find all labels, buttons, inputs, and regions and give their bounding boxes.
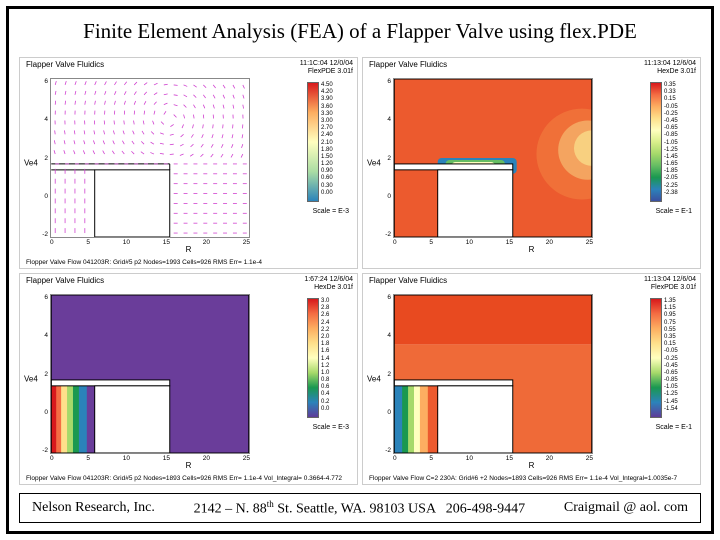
plot-meta-ver: HexDe 3.01f [657, 68, 696, 75]
plot-area [393, 294, 593, 454]
colorbar-labels: 0.350.330.15-0.05-0.25-0.45-0.65-0.85-1.… [664, 82, 696, 197]
plot-meta-date: 11:1C:04 12/0/04 [300, 60, 353, 67]
colorbar [650, 82, 662, 202]
plot-meta: 11:13:04 12/6/04 FlexPDE 3.01f [644, 276, 696, 291]
outer-frame: Finite Element Analysis (FEA) of a Flapp… [6, 6, 714, 534]
plot-caption: Flopper Valve Flow 041203R: Grid#5 p2 No… [26, 259, 353, 266]
plot-top-left: Flapper Valve Fluidics 11:1C:04 12/0/04 … [19, 57, 358, 269]
colorbar-labels: 1.351.150.950.750.550.350.15-0.05-0.25-0… [664, 298, 696, 413]
plot-subtitle: Flapper Valve Fluidics [369, 60, 447, 69]
x-axis-label: R [529, 461, 535, 470]
y-ticks: -20246 [30, 294, 48, 454]
plot-meta-ver: HexDe 3.01f [314, 284, 353, 291]
x-axis-label: R [186, 245, 192, 254]
plot-bottom-right: Flapper Valve Fluidics 11:13:04 12/6/04 … [362, 273, 701, 485]
x-ticks: 0510152025 [393, 239, 593, 246]
plots-grid: Flapper Valve Fluidics 11:1C:04 12/0/04 … [19, 57, 701, 485]
plot-area [50, 294, 250, 454]
plot-subtitle: Flapper Valve Fluidics [26, 276, 104, 285]
colorbar [307, 82, 319, 202]
colorbar-labels: 4.504.203.903.603.303.002.702.402.101.80… [321, 82, 353, 197]
plot-bottom-left: Flapper Valve Fluidics 1:67:24 12/6/04 H… [19, 273, 358, 485]
footer-email: Craigmail @ aol. com [564, 500, 688, 516]
scale-text: Scale = E-1 [656, 208, 692, 215]
contour-svg [51, 295, 249, 453]
y-ticks: -20246 [30, 78, 48, 238]
scale-text: Scale = E-1 [656, 424, 692, 431]
colorbar-labels: 3.02.82.62.42.22.01.81.61.41.21.00.80.60… [321, 298, 353, 413]
plot-meta-date: 1:67:24 12/6/04 [304, 276, 353, 283]
plot-top-right: Flapper Valve Fluidics 11:13:04 12/6/04 … [362, 57, 701, 269]
y-ticks: -20246 [373, 78, 391, 238]
plot-meta-ver: FlexPDE 3.01f [308, 68, 353, 75]
plot-meta: 1:67:24 12/6/04 HexDe 3.01f [304, 276, 353, 291]
plot-caption: Flopper Valve Flow C=2 230A: Grid#6 +2 N… [369, 475, 696, 482]
contour-svg [394, 295, 592, 453]
page-title: Finite Element Analysis (FEA) of a Flapp… [9, 19, 711, 44]
plot-area [50, 78, 250, 238]
y-ticks: -20246 [373, 294, 391, 454]
footer-address: 2142 – N. 88th St. Seattle, WA. 98103 US… [194, 499, 526, 518]
plot-meta: 11:1C:04 12/0/04 FlexPDE 3.01f [300, 60, 353, 75]
vector-field-svg [51, 79, 249, 237]
plot-subtitle: Flapper Valve Fluidics [26, 60, 104, 69]
plot-subtitle: Flapper Valve Fluidics [369, 276, 447, 285]
scale-text: Scale = E-3 [313, 208, 349, 215]
colorbar [650, 298, 662, 418]
footer-bar: Nelson Research, Inc. 2142 – N. 88th St.… [19, 493, 701, 523]
scale-text: Scale = E-3 [313, 424, 349, 431]
plot-meta-date: 11:13:04 12/6/04 [644, 60, 696, 67]
plot-area [393, 78, 593, 238]
plot-caption: Flopper Valve Flow 041203R: Grid#5 p2 No… [26, 475, 353, 482]
contour-svg [394, 79, 592, 237]
x-ticks: 0510152025 [50, 239, 250, 246]
x-ticks: 0510152025 [393, 455, 593, 462]
plot-meta-ver: FlexPDE 3.01f [651, 284, 696, 291]
x-ticks: 0510152025 [50, 455, 250, 462]
plot-meta-date: 11:13:04 12/6/04 [644, 276, 696, 283]
colorbar [307, 298, 319, 418]
x-axis-label: R [186, 461, 192, 470]
plot-meta: 11:13:04 12/6/04 HexDe 3.01f [644, 60, 696, 75]
footer-company: Nelson Research, Inc. [32, 500, 155, 516]
x-axis-label: R [529, 245, 535, 254]
